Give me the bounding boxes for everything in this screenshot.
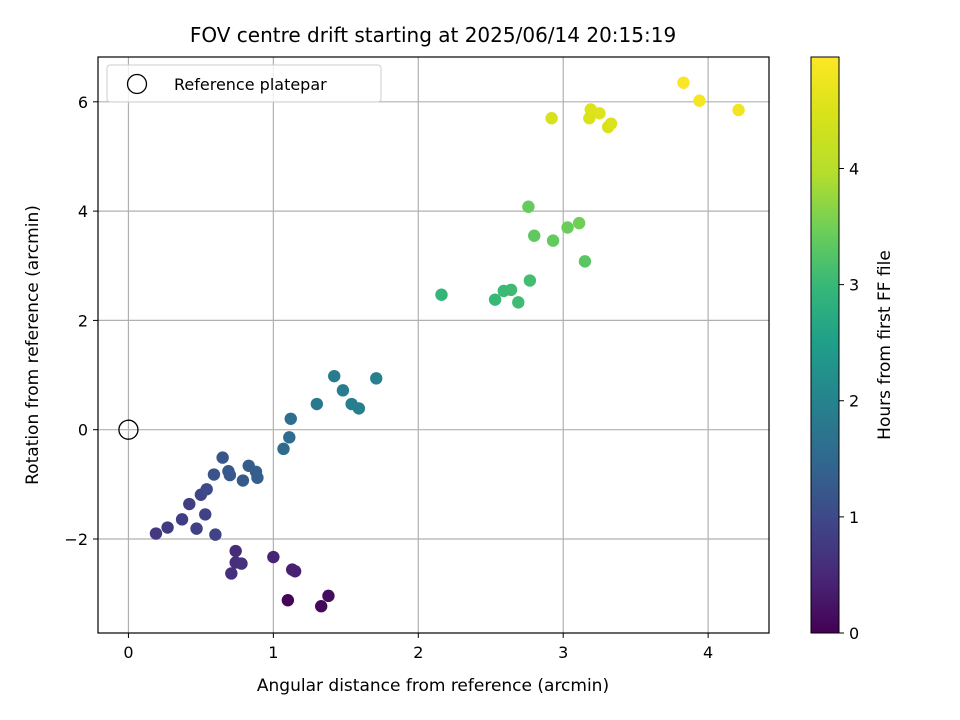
data-point [328, 369, 341, 383]
colorbar-ticks: 0 1 2 3 4 [839, 159, 859, 643]
colorbar-tick-label: 4 [849, 159, 859, 178]
data-point [236, 474, 250, 487]
data-point [528, 229, 541, 242]
data-point [352, 402, 366, 415]
data-point [336, 384, 350, 397]
data-points [118, 76, 745, 613]
data-point [225, 567, 238, 580]
legend-label: Reference platepar [174, 75, 327, 94]
y-tick-label: 0 [78, 421, 88, 440]
x-tick-label: 4 [703, 643, 713, 662]
data-point [523, 274, 537, 287]
y-axis-ticks: −2 0 2 4 6 [64, 93, 98, 549]
chart-title: FOV centre drift starting at 2025/06/14 … [190, 23, 676, 47]
data-point [488, 293, 502, 306]
x-tick-label: 1 [268, 643, 278, 662]
data-point [281, 594, 295, 607]
data-point [522, 200, 535, 213]
y-axis-label: Rotation from reference (arcmin) [23, 205, 43, 485]
data-point [546, 234, 560, 247]
data-point [283, 431, 296, 444]
data-point [561, 221, 574, 234]
data-point [216, 451, 229, 464]
data-point [284, 412, 297, 425]
data-point [199, 508, 212, 521]
y-tick-label: 4 [78, 202, 88, 221]
data-point [693, 94, 706, 107]
y-tick-label: 6 [78, 93, 88, 112]
y-tick-label: −2 [64, 530, 88, 549]
data-point [277, 442, 290, 456]
x-tick-label: 3 [558, 643, 568, 662]
data-point [161, 521, 174, 534]
data-point [288, 565, 302, 578]
data-point [149, 527, 163, 540]
data-point [223, 468, 237, 482]
data-point [235, 557, 248, 570]
data-point [545, 112, 558, 125]
data-point [578, 255, 592, 268]
data-point [732, 103, 745, 117]
data-point [604, 117, 618, 130]
colorbar: 0 1 2 3 4 Hours from first FF file [810, 56, 895, 643]
data-point [314, 600, 328, 613]
colorbar-tick-label: 1 [849, 508, 859, 527]
x-axis-ticks: 0 1 2 3 4 [123, 633, 713, 662]
data-point [504, 283, 518, 297]
plot-frame [97, 56, 770, 634]
data-point [435, 288, 448, 301]
colorbar-gradient [810, 56, 840, 634]
data-point [209, 528, 222, 541]
data-point [593, 107, 606, 120]
legend-marker [126, 73, 148, 95]
legend-box [106, 64, 382, 103]
data-point [677, 76, 690, 89]
data-point [267, 550, 280, 564]
x-axis-label: Angular distance from reference (arcmin) [257, 676, 609, 696]
data-point [200, 483, 213, 496]
x-tick-label: 0 [123, 643, 133, 662]
data-point [322, 589, 335, 603]
data-point [229, 544, 242, 558]
data-point [251, 471, 264, 484]
y-tick-label: 2 [78, 311, 88, 330]
colorbar-label: Hours from first FF file [875, 250, 895, 440]
data-point [183, 497, 196, 511]
colorbar-tick-label: 0 [849, 624, 859, 643]
data-point [310, 397, 324, 411]
colorbar-tick-label: 2 [849, 392, 859, 411]
data-point [190, 522, 203, 535]
data-point [175, 513, 189, 526]
colorbar-tick-label: 3 [849, 276, 859, 295]
data-point [572, 216, 586, 230]
data-point [512, 296, 525, 309]
legend: Reference platepar [106, 64, 382, 103]
reference-marker [118, 419, 139, 440]
data-point [207, 468, 221, 481]
data-point [370, 372, 383, 385]
grid [98, 57, 769, 633]
x-tick-label: 2 [413, 643, 423, 662]
